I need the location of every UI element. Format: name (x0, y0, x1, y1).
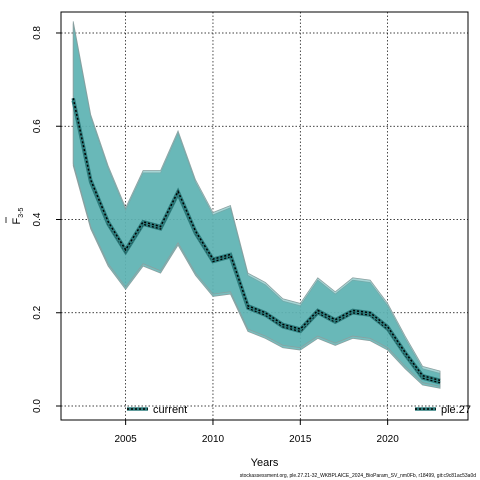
band-ple.27 (72, 21, 441, 387)
legend-label: ple.27 (441, 404, 471, 416)
y-axis-title-main: F (11, 217, 23, 224)
y-tick-label: 0.4 (32, 212, 43, 226)
y-tick-label: 0.8 (32, 26, 43, 40)
svg-text:F3-5: F3-5 (11, 207, 25, 224)
legend: current ple.27 (127, 404, 471, 416)
y-tick-label: 0.6 (32, 119, 43, 133)
median-line-current (72, 100, 441, 384)
x-tick-label: 2010 (202, 434, 225, 445)
y-tick-label: 0.0 (32, 399, 43, 413)
x-axis: 2005 2010 2015 2020 (115, 420, 400, 445)
y-axis-title: F3-5 (5, 207, 25, 224)
x-axis-title: Years (251, 457, 279, 469)
median-lines (71, 97, 441, 385)
y-axis-title-subscript: 3-5 (18, 207, 25, 217)
confidence-bands (72, 21, 441, 389)
x-tick-label: 2020 (377, 434, 400, 445)
x-tick-label: 2015 (289, 434, 312, 445)
median-line-ple.27 (72, 98, 441, 382)
y-axis: 0.0 0.2 0.4 0.6 0.8 (32, 26, 61, 413)
plot-frame (60, 11, 469, 421)
y-tick-label: 0.2 (32, 305, 43, 319)
legend-label: current (153, 404, 187, 416)
x-tick-label: 2005 (115, 434, 138, 445)
footnote: stockassessment.org, ple.27.21-32_WKBPLA… (240, 473, 476, 479)
